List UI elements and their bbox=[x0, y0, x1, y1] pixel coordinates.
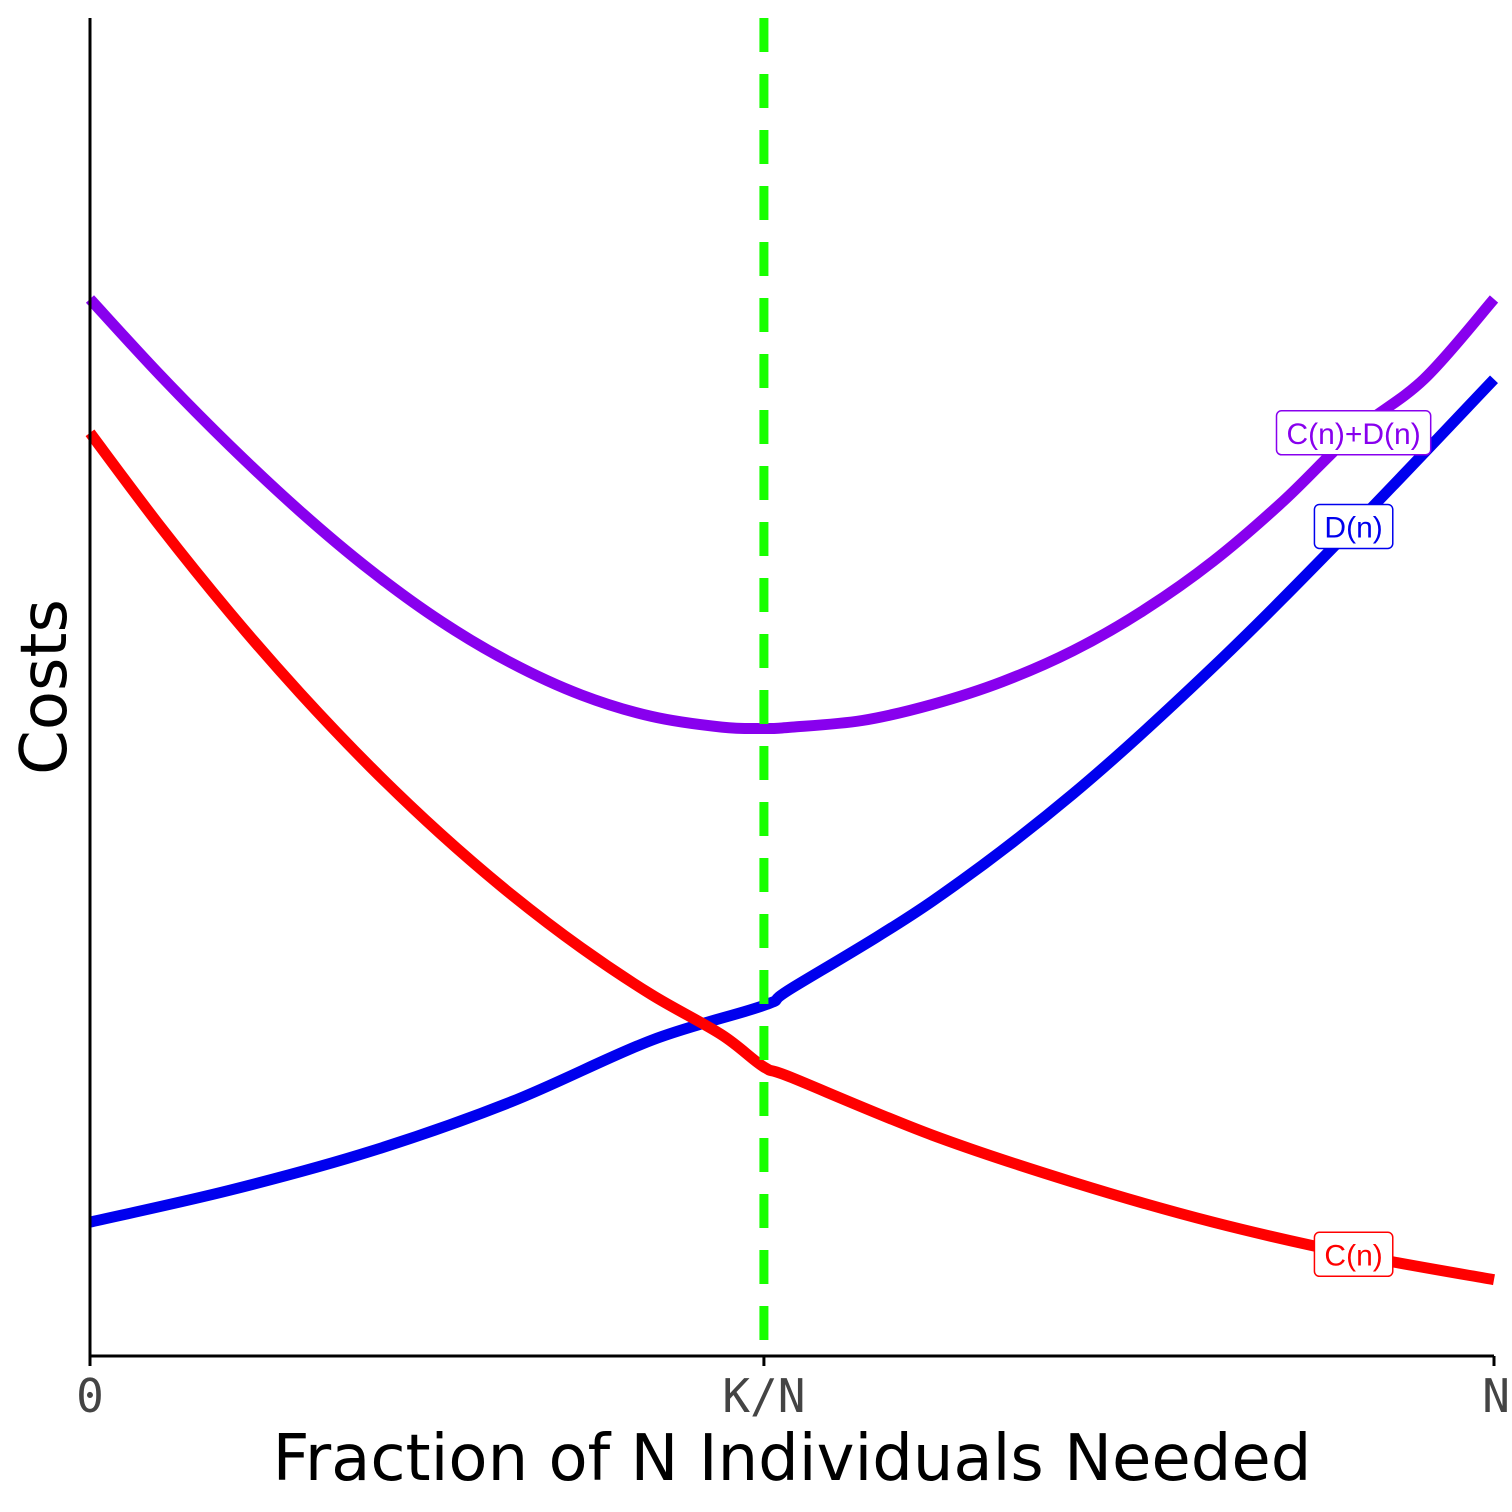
plot-area bbox=[85, 18, 1499, 1356]
x-axis-title: Fraction of N Individuals Needed bbox=[273, 1422, 1312, 1496]
x-tick-label: 0 bbox=[76, 1369, 104, 1423]
series-label: C(n)+D(n) bbox=[1275, 410, 1432, 456]
series-label-text: D(n) bbox=[1324, 511, 1382, 544]
series-label: C(n) bbox=[1313, 1231, 1394, 1278]
series-labels: C(n)+D(n) D(n) C(n) bbox=[1275, 410, 1432, 1278]
y-axis-title: Costs bbox=[8, 599, 82, 775]
series-label-text: C(n) bbox=[1324, 1239, 1382, 1272]
series-label: D(n) bbox=[1313, 503, 1394, 550]
series-line-2 bbox=[85, 429, 1495, 1286]
x-tick-label: K/N bbox=[722, 1369, 805, 1423]
x-tick-label: N bbox=[1482, 1369, 1510, 1423]
series-label-box bbox=[1313, 503, 1394, 550]
series-label-box bbox=[1313, 1231, 1394, 1278]
series-line-1 bbox=[88, 375, 1498, 1228]
series-line-0 bbox=[85, 295, 1499, 735]
series-label-text: C(n)+D(n) bbox=[1287, 418, 1421, 451]
x-axis-ticks: 0 K/N N bbox=[76, 1356, 1510, 1423]
series-label-box bbox=[1275, 410, 1432, 456]
